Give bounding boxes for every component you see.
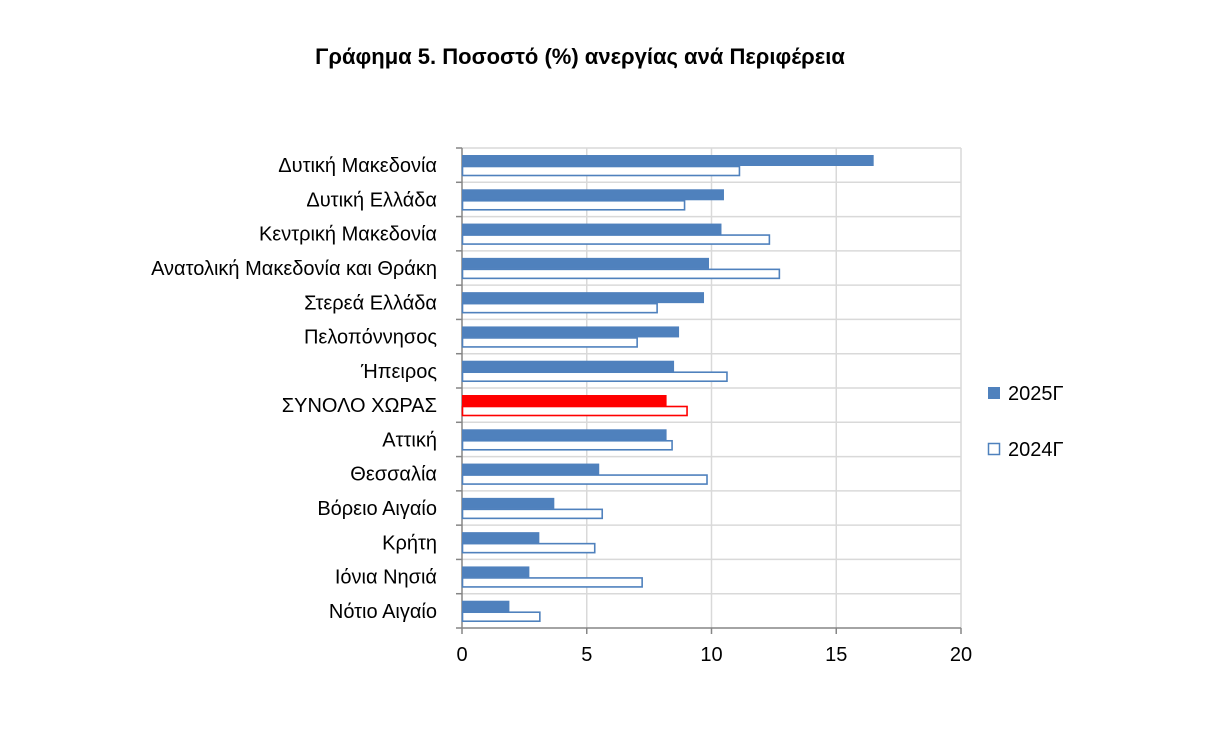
bar-2025	[462, 429, 667, 441]
bar-2025	[462, 292, 705, 304]
bar-2024	[461, 371, 728, 383]
bar-2025	[462, 189, 724, 201]
bar-2025	[462, 257, 710, 269]
x-tick-label: 20	[950, 644, 972, 666]
bar-2024	[461, 611, 541, 623]
category-label: Ήπειρος	[360, 361, 437, 383]
legend-label: 2025Γ	[1008, 383, 1064, 405]
bar-2024	[461, 439, 673, 451]
legend-label: 2024Γ	[1008, 439, 1064, 461]
bar-2025	[462, 360, 675, 372]
chart-title: Γράφημα 5. Ποσοστό (%) ανεργίας ανά Περι…	[315, 44, 845, 69]
category-label: Δυτική Ελλάδα	[306, 189, 437, 211]
category-label: Ανατολική Μακεδονία και Θράκη	[151, 258, 437, 280]
category-label: Νότιο Αιγαίο	[329, 601, 437, 623]
bar-2024	[461, 199, 686, 211]
bar-2024	[461, 337, 638, 348]
category-label: Κεντρική Μακεδονία	[259, 224, 437, 246]
category-label: ΣΥΝΟΛΟ ΧΩΡΑΣ	[282, 395, 437, 417]
category-label: Θεσσαλία	[350, 464, 437, 486]
legend-swatch-2024Γ	[987, 442, 1001, 456]
bar-2024	[461, 165, 741, 177]
bar-2025	[462, 155, 874, 166]
x-tick-label: 10	[700, 644, 722, 666]
category-label: Κρήτη	[382, 532, 437, 554]
x-tick-label: 5	[581, 644, 592, 666]
x-tick-label: 0	[456, 644, 467, 666]
category-label: Αττική	[382, 429, 437, 451]
category-label: Βόρειο Αιγαίο	[317, 498, 437, 520]
bar-2024	[461, 268, 781, 280]
legend-swatch-2025Γ	[988, 387, 1000, 399]
bar-2025	[462, 463, 600, 475]
bar-2024	[461, 508, 604, 520]
bar-2024	[461, 577, 643, 588]
bar-2025	[462, 497, 555, 509]
bar-2024	[461, 542, 596, 554]
bar-2024	[461, 302, 658, 314]
bar-2025	[462, 600, 510, 612]
bar-2024	[461, 405, 688, 417]
category-label: Δυτική Μακεδονία	[278, 155, 437, 177]
x-tick-label: 15	[825, 644, 847, 666]
bar-2025	[462, 223, 722, 235]
category-label: Στερεά Ελλάδα	[304, 292, 437, 314]
bar-2024	[461, 234, 771, 245]
bar-2025	[462, 326, 680, 338]
bar-2024	[461, 474, 708, 485]
category-label: Πελοπόννησος	[304, 327, 437, 349]
category-label: Ιόνια Νησιά	[335, 567, 437, 589]
bar-2025	[462, 566, 530, 578]
bar-2025	[462, 532, 540, 544]
bar-2025	[462, 395, 667, 406]
